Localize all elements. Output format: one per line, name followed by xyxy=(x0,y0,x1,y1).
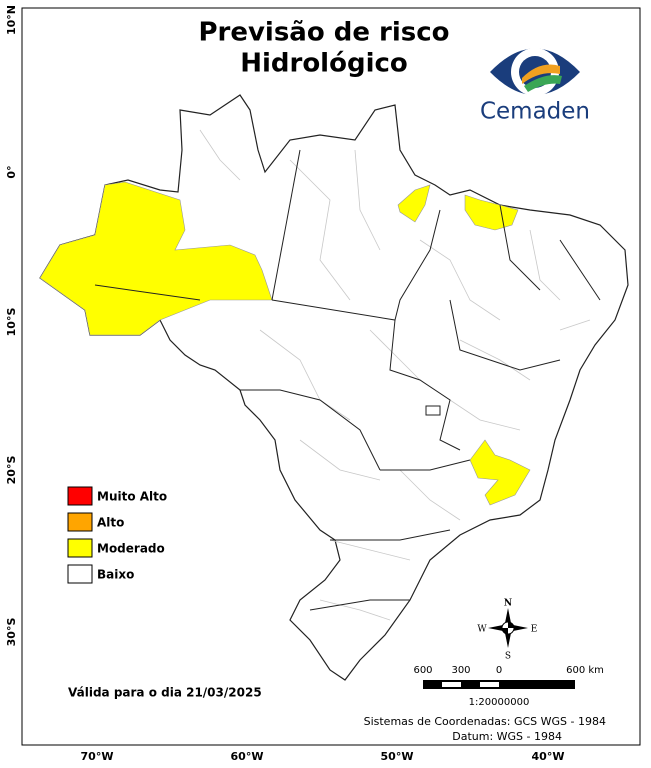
validity-date: Válida para o dia 21/03/2025 xyxy=(68,686,262,700)
legend-label: Alto xyxy=(97,516,124,530)
longitude-label: 70°W xyxy=(81,750,114,763)
state-borders xyxy=(94,149,601,611)
compass: N S E W xyxy=(477,599,537,662)
legend-label: Baixo xyxy=(97,568,134,582)
compass-w: W xyxy=(477,625,487,635)
legend-label: Moderado xyxy=(97,542,165,556)
footer-line: Datum: WGS - 1984 xyxy=(452,730,562,743)
risk-area xyxy=(39,181,273,336)
scale-label: 300 xyxy=(451,665,470,676)
latitude-label: 10°N xyxy=(5,5,18,35)
logo: Cemaden xyxy=(480,48,590,125)
legend-label: Muito Alto xyxy=(97,490,167,504)
longitude-label: 40°W xyxy=(532,750,565,763)
country-outline xyxy=(39,94,629,681)
latitude-label: 30°S xyxy=(5,618,18,647)
scale-label: 600 km xyxy=(566,665,604,676)
compass-e: E xyxy=(531,625,538,635)
legend-swatch xyxy=(67,538,93,558)
longitude-label: 60°W xyxy=(231,750,264,763)
risk-area xyxy=(397,184,431,223)
compass-center-fill xyxy=(502,622,514,634)
scale-label: 0 xyxy=(496,665,502,676)
risk-area xyxy=(464,194,519,231)
risk-area xyxy=(469,439,531,506)
latitude-label: 10°S xyxy=(5,308,18,337)
risk-areas xyxy=(39,181,531,506)
longitude-labels: 70°W 60°W 50°W 40°W xyxy=(81,750,565,763)
scale-bar-segment xyxy=(442,682,461,687)
title-line: Hidrológico xyxy=(240,49,408,79)
latitude-labels: 10°N 0° 10°S 20°S 30°S xyxy=(5,5,18,646)
logo-stripe xyxy=(524,75,562,92)
scale-bar: 600 300 0 600 km 1:20000000 xyxy=(413,665,603,708)
logo-text: Cemaden xyxy=(480,99,590,125)
latitude-label: 20°S xyxy=(5,456,18,485)
latitude-label: 0° xyxy=(5,165,18,178)
longitude-label: 50°W xyxy=(381,750,414,763)
logo-stripe xyxy=(522,64,560,84)
legend-swatch xyxy=(67,564,93,584)
title-line: Previsão de risco xyxy=(198,18,449,48)
compass-n: N xyxy=(504,599,512,609)
scale-label: 600 xyxy=(413,665,432,676)
footer-line: Sistemas de Coordenadas: GCS WGS - 1984 xyxy=(364,715,606,728)
scale-ratio: 1:20000000 xyxy=(469,697,530,708)
legend-swatch xyxy=(67,486,93,506)
scale-bar-segment xyxy=(480,682,499,687)
legend: Muito Alto Alto Moderado Baixo xyxy=(67,486,167,584)
legend-swatch xyxy=(67,512,93,532)
compass-s: S xyxy=(505,652,511,662)
municipal-borders xyxy=(199,129,591,621)
